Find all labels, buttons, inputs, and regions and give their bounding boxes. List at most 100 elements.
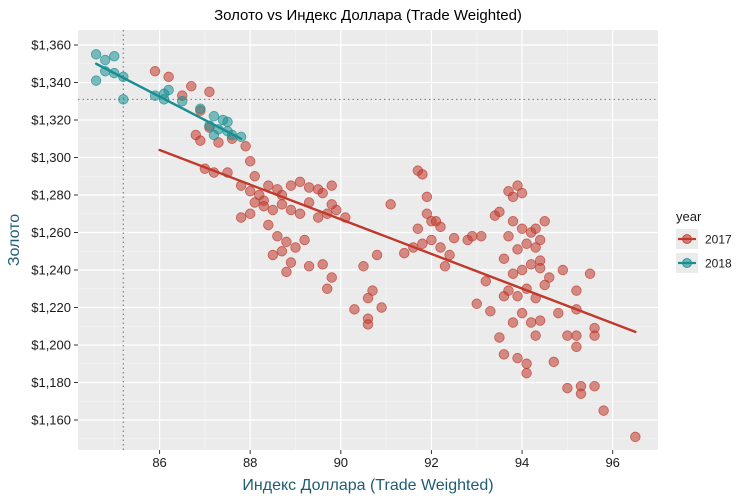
point-2017 (521, 358, 532, 369)
point-2017 (267, 249, 279, 261)
point-2017 (326, 272, 337, 283)
legend-label-2018: 2018 (705, 257, 732, 271)
x-tick-label: 86 (152, 455, 166, 470)
point-2017 (539, 216, 550, 227)
legend-key-point (682, 234, 692, 244)
point-2017 (349, 304, 360, 315)
point-2017 (317, 187, 328, 199)
point-2017 (235, 212, 247, 223)
point-2017 (539, 279, 550, 291)
point-2017 (521, 238, 532, 249)
point-2017 (498, 253, 510, 264)
point-2017 (494, 206, 505, 218)
y-tick-label: $1,260 (31, 225, 71, 240)
point-2017 (512, 244, 523, 255)
legend-label-2017: 2017 (705, 233, 732, 247)
point-2017 (516, 264, 528, 276)
point-2017 (322, 283, 333, 294)
legend-title: year (676, 209, 702, 224)
point-2017 (186, 81, 197, 92)
point-2017 (263, 180, 274, 191)
point-2017 (312, 212, 324, 223)
point-2017 (584, 268, 596, 279)
y-tick-label: $1,200 (31, 338, 71, 353)
y-tick-label: $1,180 (31, 375, 71, 390)
point-2017 (534, 262, 546, 274)
point-2017 (163, 71, 174, 83)
point-2017 (281, 236, 292, 248)
point-2017 (244, 186, 256, 197)
x-tick-label: 90 (334, 455, 348, 470)
point-2017 (435, 242, 446, 253)
point-2017 (299, 234, 310, 246)
point-2017 (426, 234, 437, 246)
point-2017 (249, 197, 260, 208)
point-2017 (512, 291, 523, 302)
y-tick-label: $1,160 (31, 413, 71, 428)
y-tick-label: $1,280 (31, 188, 71, 203)
point-2017 (544, 272, 555, 283)
point-2017 (362, 319, 374, 330)
point-2017 (485, 306, 496, 317)
point-2017 (303, 261, 315, 272)
x-tick-label: 96 (605, 455, 619, 470)
point-2017 (467, 231, 478, 242)
point-2017 (285, 204, 297, 216)
y-axis-ticks: $1,160 $1,180 $1,200 $1,220 $1,240 $1,260 $1,2… (31, 38, 78, 428)
point-2018 (90, 75, 102, 86)
grid-major (78, 30, 658, 450)
point-2017 (498, 291, 510, 302)
point-2017 (507, 216, 519, 227)
point-2017 (213, 137, 224, 148)
point-2017 (371, 249, 383, 261)
point-2017 (285, 180, 297, 191)
point-2018 (195, 103, 206, 114)
point-2017 (417, 238, 428, 249)
point-2017 (448, 232, 460, 244)
point-2017 (276, 199, 288, 210)
point-2017 (435, 221, 446, 233)
point-2017 (530, 242, 541, 253)
legend-items: 2017 2018 (676, 229, 732, 273)
point-2017 (557, 264, 569, 276)
point-2017 (575, 388, 587, 399)
point-2017 (507, 191, 519, 203)
point-2017 (571, 330, 582, 341)
point-2017 (417, 169, 428, 180)
point-2017 (263, 219, 274, 231)
point-2017 (204, 86, 215, 98)
point-2017 (249, 171, 260, 182)
legend: year 2017 2018 (670, 205, 744, 281)
point-2017 (276, 246, 288, 257)
chart-title: Золото vs Индекс Доллара (Trade Weighted… (214, 7, 522, 24)
point-2017 (498, 349, 510, 360)
point-2017 (589, 330, 600, 341)
y-tick-label: $1,320 (31, 113, 71, 128)
point-2017 (303, 182, 315, 193)
point-2017 (476, 231, 487, 242)
trend-lines (94, 62, 637, 334)
point-2017 (525, 259, 537, 270)
point-2017 (267, 204, 279, 216)
point-2017 (294, 176, 306, 188)
point-2017 (290, 242, 301, 253)
plot-panel (78, 30, 658, 450)
point-2017 (562, 330, 573, 341)
point-2017 (412, 223, 424, 234)
x-tick-label: 92 (424, 455, 438, 470)
point-2018 (118, 94, 129, 105)
point-2017 (326, 199, 337, 210)
x-tick-label: 94 (515, 455, 529, 470)
trend-line-2018 (94, 62, 243, 140)
point-2017 (399, 247, 410, 259)
point-2017 (272, 231, 283, 242)
point-2017 (521, 367, 532, 379)
point-2017 (421, 208, 433, 219)
point-2017 (244, 208, 256, 219)
y-tick-label: $1,240 (31, 263, 71, 278)
point-2017 (516, 187, 528, 199)
point-2017 (385, 199, 396, 210)
legend-key-point (682, 258, 692, 268)
point-2017 (195, 135, 206, 146)
